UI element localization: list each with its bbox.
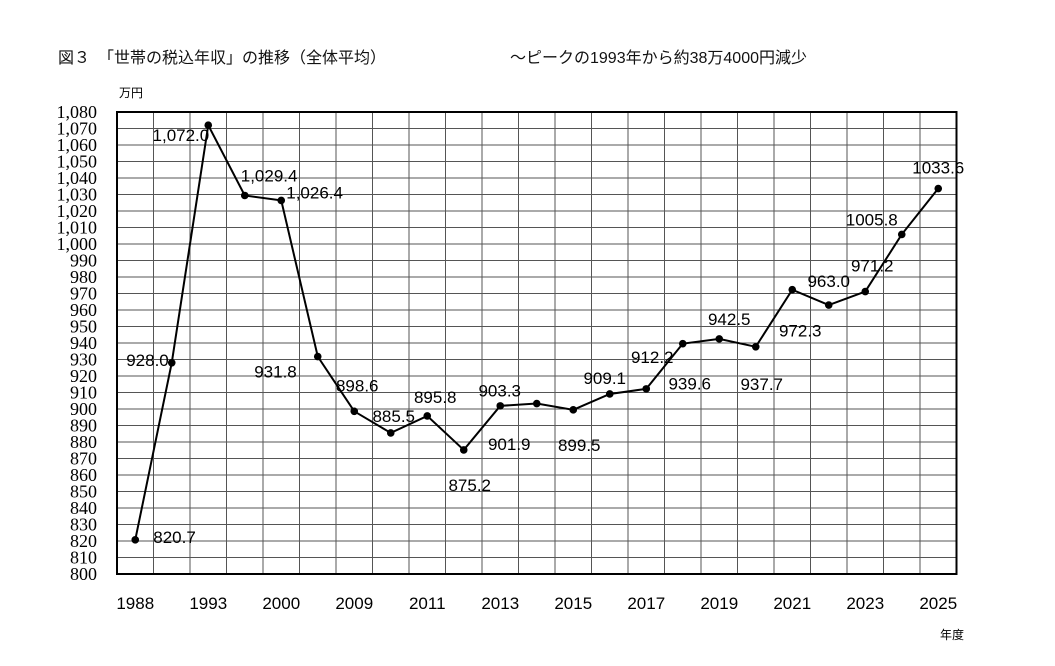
data-point xyxy=(897,230,906,239)
data-label: 899.5 xyxy=(558,436,601,455)
plot-border xyxy=(116,111,958,575)
data-point xyxy=(642,385,651,393)
data-label: 931.8 xyxy=(254,363,297,382)
y-tick-label: 1,070 xyxy=(57,119,98,139)
data-point xyxy=(167,359,176,367)
data-label: 1033.6 xyxy=(912,159,964,178)
data-label: 820.7 xyxy=(153,528,196,547)
x-tick-label: 2000 xyxy=(262,594,300,613)
y-tick-label: 990 xyxy=(70,251,97,271)
y-tick-label: 1,080 xyxy=(57,102,98,122)
y-tick-label: 1,020 xyxy=(57,201,98,221)
x-tick-label: 2023 xyxy=(846,594,884,613)
y-tick-label: 850 xyxy=(70,482,97,502)
y-axis-unit: 万円 xyxy=(119,86,144,100)
x-tick-label: 2015 xyxy=(554,594,592,613)
data-label: 1005.8 xyxy=(846,210,898,229)
y-tick-label: 800 xyxy=(70,564,97,584)
data-point xyxy=(751,342,760,351)
x-axis-label: 年度 xyxy=(940,628,965,642)
data-label: 909.1 xyxy=(583,369,626,388)
data-point xyxy=(788,285,797,294)
data-label: 971.2 xyxy=(851,257,894,276)
data-point xyxy=(569,406,578,414)
y-tick-label: 1,030 xyxy=(57,185,98,205)
data-label: 939.6 xyxy=(668,375,711,394)
data-point xyxy=(934,184,943,193)
y-tick-label: 910 xyxy=(70,383,97,403)
data-label: 1,026.4 xyxy=(286,183,343,202)
y-tick-label: 890 xyxy=(70,416,97,436)
data-point xyxy=(824,301,833,309)
data-point xyxy=(496,402,505,410)
y-tick-label: 830 xyxy=(70,515,97,535)
data-label: 885.5 xyxy=(372,407,415,426)
x-tick-label: 2017 xyxy=(627,594,665,613)
x-tick-label: 1993 xyxy=(189,594,227,613)
y-tick-label: 1,010 xyxy=(57,218,98,238)
data-label: 1,072.0 xyxy=(153,126,210,145)
y-tick-label: 940 xyxy=(70,333,97,353)
data-point xyxy=(277,196,286,205)
data-point xyxy=(240,191,249,200)
x-tick-label: 2021 xyxy=(773,594,811,613)
data-label: 901.9 xyxy=(488,435,531,454)
data-point xyxy=(350,407,359,416)
data-point xyxy=(313,352,322,361)
data-point xyxy=(715,335,724,343)
data-point xyxy=(131,536,140,544)
chart-subtitle: ～ピークの1993年から約38万4000円減少 xyxy=(510,50,807,67)
data-label: 942.5 xyxy=(708,310,751,329)
y-tick-label: 950 xyxy=(70,317,97,337)
y-tick-label: 930 xyxy=(70,350,97,370)
data-point xyxy=(861,287,870,296)
data-label: 912.2 xyxy=(631,348,674,367)
data-point xyxy=(532,399,541,408)
y-tick-label: 820 xyxy=(70,531,97,551)
y-tick-label: 860 xyxy=(70,465,97,485)
data-label: 895.8 xyxy=(414,388,457,407)
x-tick-label: 2011 xyxy=(409,594,446,613)
data-label: 963.0 xyxy=(807,272,850,291)
x-tick-label: 1988 xyxy=(116,594,154,613)
y-tick-label: 1,050 xyxy=(57,152,98,172)
x-tick-label: 2019 xyxy=(700,594,738,613)
data-label: 972.3 xyxy=(779,322,822,341)
data-point xyxy=(678,339,687,348)
data-label: 898.6 xyxy=(336,376,379,395)
y-tick-label: 810 xyxy=(70,548,97,568)
x-tick-label: 2009 xyxy=(335,594,373,613)
y-tick-label: 1,040 xyxy=(57,168,98,188)
data-label: 875.2 xyxy=(448,476,491,495)
chart-title: 図３ 「世帯の税込年収」の推移（全体平均） xyxy=(58,50,387,67)
y-tick-label: 870 xyxy=(70,449,97,469)
y-tick-label: 920 xyxy=(70,366,97,386)
data-point xyxy=(459,446,468,454)
x-tick-label: 2013 xyxy=(481,594,519,613)
y-tick-label: 880 xyxy=(70,432,97,452)
y-tick-label: 840 xyxy=(70,498,97,518)
y-tick-label: 980 xyxy=(70,267,97,287)
data-point xyxy=(423,412,432,420)
data-label: 1,029.4 xyxy=(241,166,298,185)
y-tick-label: 1,060 xyxy=(57,135,98,155)
y-tick-label: 960 xyxy=(70,300,97,320)
x-tick-label: 2025 xyxy=(919,594,957,613)
data-point xyxy=(605,390,614,398)
data-point xyxy=(386,429,395,437)
data-label: 937.7 xyxy=(740,375,783,394)
data-label: 903.3 xyxy=(478,382,521,401)
y-tick-label: 1,000 xyxy=(57,234,98,254)
y-tick-label: 970 xyxy=(70,284,97,304)
data-label: 928.0 xyxy=(126,351,169,370)
data-point xyxy=(204,121,213,129)
y-tick-label: 900 xyxy=(70,399,97,419)
